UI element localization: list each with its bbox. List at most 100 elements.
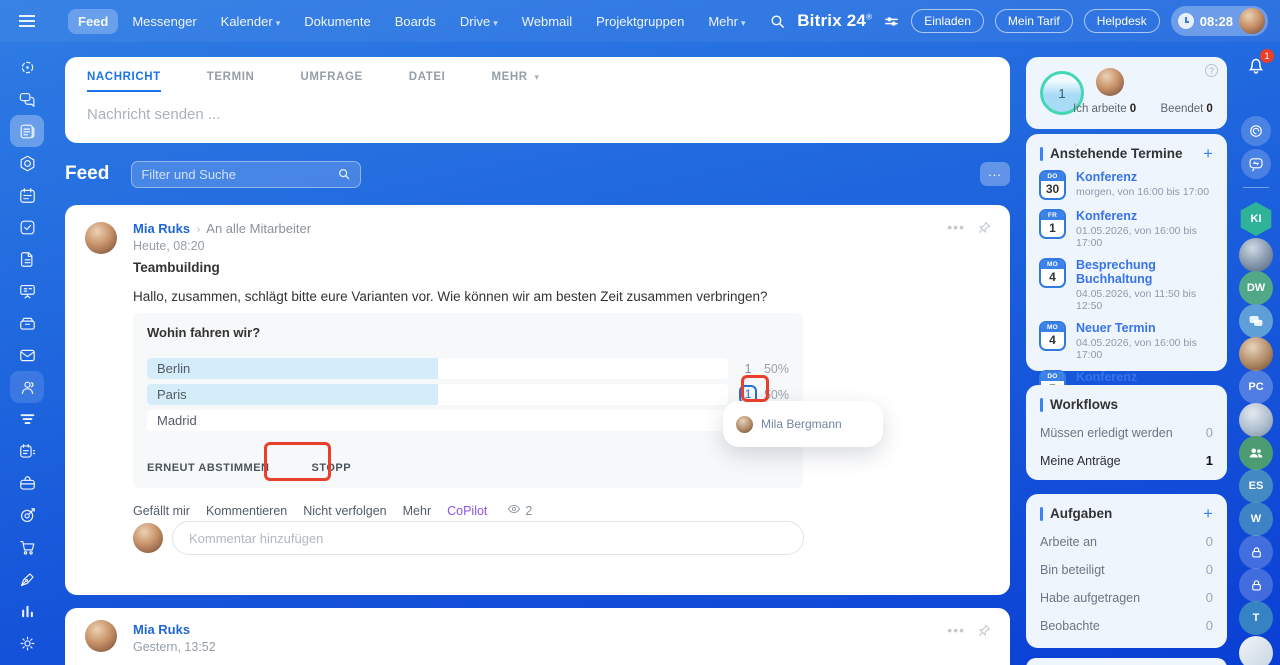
feed-more-button[interactable]: ... xyxy=(980,162,1010,186)
einladen-button[interactable]: Einladen xyxy=(911,9,984,33)
chat-chip-t[interactable]: T xyxy=(1239,601,1273,635)
sidebar-item-tasks[interactable] xyxy=(10,211,44,243)
sidebar-item-drive[interactable] xyxy=(10,307,44,339)
voter-name[interactable]: Mila Bergmann xyxy=(761,417,842,431)
task-row[interactable]: Beobachte 0 xyxy=(1040,618,1213,633)
revote-button[interactable]: ERNEUT ABSTIMMEN xyxy=(147,462,270,474)
status-avatar[interactable] xyxy=(1096,68,1124,96)
nav-messenger[interactable]: Messenger xyxy=(132,13,197,29)
group-avatar[interactable] xyxy=(1239,636,1273,665)
sidebar-item-feed[interactable] xyxy=(10,115,44,147)
chat-chip-es[interactable]: ES xyxy=(1239,469,1273,503)
sidebar-item-sign[interactable] xyxy=(10,563,44,595)
chat-chip-w[interactable]: W xyxy=(1239,502,1273,536)
poll-bar-madrid[interactable]: Madrid xyxy=(147,410,737,431)
pin-icon[interactable] xyxy=(977,220,992,235)
task-row[interactable]: Arbeite an 0 xyxy=(1040,534,1213,549)
chat-bubbles-chip[interactable] xyxy=(1239,304,1273,338)
termin-item[interactable]: DO 30 Konferenz morgen, von 16:00 bis 17:0… xyxy=(1026,170,1227,200)
termin-title[interactable]: Neuer Termin xyxy=(1076,321,1156,335)
tab-umfrage[interactable]: UMFRAGE xyxy=(300,71,363,83)
nav-dokumente[interactable]: Dokumente xyxy=(304,13,371,29)
like-link[interactable]: Gefällt mir xyxy=(133,503,190,518)
termin-item[interactable]: FR 1 Konferenz 01.05.2026, von 16:00 bis 1… xyxy=(1026,209,1227,249)
mein-tarif-button[interactable]: Mein Tarif xyxy=(994,9,1073,33)
termin-item[interactable]: MO 4 Neuer Termin 04.05.2026, von 16:00 bi… xyxy=(1026,321,1227,361)
task-row[interactable]: Bin beteiligt 0 xyxy=(1040,562,1213,577)
poll-bar-paris[interactable]: Paris xyxy=(147,384,729,405)
nav-feed[interactable]: Feed xyxy=(68,8,119,34)
tab-mehr[interactable]: MEHR ▾ xyxy=(491,71,540,83)
hamburger-menu-icon[interactable] xyxy=(0,15,54,27)
copilot-button[interactable] xyxy=(1241,116,1271,146)
poll-votes-berlin[interactable]: 1 xyxy=(744,361,752,377)
nav-kalender[interactable]: Kalender ▾ xyxy=(220,13,281,29)
sidebar-item-employees[interactable] xyxy=(10,371,44,403)
pin-icon[interactable] xyxy=(977,623,992,638)
message-input[interactable] xyxy=(87,106,988,123)
feed-search-box[interactable] xyxy=(131,160,362,188)
sidebar-item-calendar[interactable] xyxy=(10,179,44,211)
help-icon[interactable]: ? xyxy=(1205,64,1218,77)
tab-nachricht[interactable]: NACHRICHT xyxy=(87,71,161,92)
nav-projektgruppen[interactable]: Projektgruppen xyxy=(596,13,685,29)
termin-title[interactable]: Konferenz xyxy=(1076,370,1138,384)
workflow-row[interactable]: Meine Anträge 1 xyxy=(1040,453,1213,468)
stop-button[interactable]: STOPP xyxy=(311,462,352,474)
sidebar-item-settings[interactable] xyxy=(10,627,44,659)
private-chat-chip[interactable] xyxy=(1239,568,1273,602)
chat-avatar[interactable] xyxy=(1239,337,1273,371)
time-tracker-pill[interactable]: 08:28 xyxy=(1170,6,1268,36)
sidebar-item-funnel[interactable] xyxy=(10,403,44,435)
author-avatar[interactable] xyxy=(85,222,117,254)
add-task-button[interactable]: + xyxy=(1203,503,1213,523)
nav-drive[interactable]: Drive ▾ xyxy=(459,13,498,29)
poll-bar-berlin[interactable]: Berlin xyxy=(147,358,729,379)
sidebar-item-shop[interactable] xyxy=(10,531,44,563)
helpdesk-button[interactable]: Helpdesk xyxy=(1083,9,1160,33)
post-more-icon[interactable]: ••• xyxy=(947,622,965,638)
add-termin-button[interactable]: + xyxy=(1203,143,1213,163)
group-chat-chip[interactable] xyxy=(1239,436,1273,470)
workflow-row[interactable]: Müssen erledigt werden 0 xyxy=(1040,425,1213,440)
done-label[interactable]: Beendet xyxy=(1160,103,1204,115)
notifications-button[interactable]: 1 xyxy=(1245,49,1274,81)
user-avatar[interactable] xyxy=(1239,8,1265,34)
unfollow-link[interactable]: Nicht verfolgen xyxy=(303,503,387,518)
copilot-link[interactable]: CoPilot xyxy=(447,503,488,518)
author-avatar[interactable] xyxy=(85,620,117,652)
nav-boards[interactable]: Boards xyxy=(394,13,436,29)
sidebar-item-marketing[interactable] xyxy=(10,499,44,531)
sidebar-item-analytics[interactable] xyxy=(10,595,44,627)
chat-avatar[interactable] xyxy=(1239,403,1273,437)
chat-avatar[interactable] xyxy=(1239,238,1273,272)
post-more-icon[interactable]: ••• xyxy=(947,219,965,235)
termin-title[interactable]: Konferenz xyxy=(1076,209,1138,223)
chat-chip-pc[interactable]: PC xyxy=(1239,370,1273,404)
sidebar-item-planner[interactable] xyxy=(10,435,44,467)
time-gauge[interactable]: 1 xyxy=(1040,71,1084,115)
more-link[interactable]: Mehr xyxy=(402,503,432,518)
nav-webmail[interactable]: Webmail xyxy=(521,13,573,29)
sidebar-item-crm[interactable] xyxy=(10,147,44,179)
sidebar-item-copilot[interactable] xyxy=(10,51,44,83)
tab-termin[interactable]: TERMIN xyxy=(206,71,255,83)
comment-link[interactable]: Kommentieren xyxy=(205,503,288,518)
task-row[interactable]: Habe aufgetragen 0 xyxy=(1040,590,1213,605)
chat-chip-ki[interactable]: KI xyxy=(1240,202,1272,236)
search-icon[interactable] xyxy=(769,13,786,30)
sidebar-item-messenger[interactable] xyxy=(10,83,44,115)
messenger-button[interactable] xyxy=(1241,149,1271,179)
sidebar-item-company[interactable] xyxy=(10,467,44,499)
sidebar-item-documents[interactable] xyxy=(10,243,44,275)
feed-search-input[interactable] xyxy=(141,166,338,182)
private-chat-chip[interactable] xyxy=(1239,535,1273,569)
sliders-icon[interactable] xyxy=(883,13,900,30)
comment-input[interactable] xyxy=(172,521,804,555)
audience-link[interactable]: An alle Mitarbeiter xyxy=(206,221,312,236)
nav-mehr[interactable]: Mehr ▾ xyxy=(708,13,746,29)
bitrix24-logo[interactable]: Bitrix 24® xyxy=(797,11,873,30)
termin-title[interactable]: Besprechung Buchhaltung xyxy=(1076,258,1156,286)
working-label[interactable]: Ich arbeite xyxy=(1073,103,1127,115)
termin-title[interactable]: Konferenz xyxy=(1076,170,1138,184)
